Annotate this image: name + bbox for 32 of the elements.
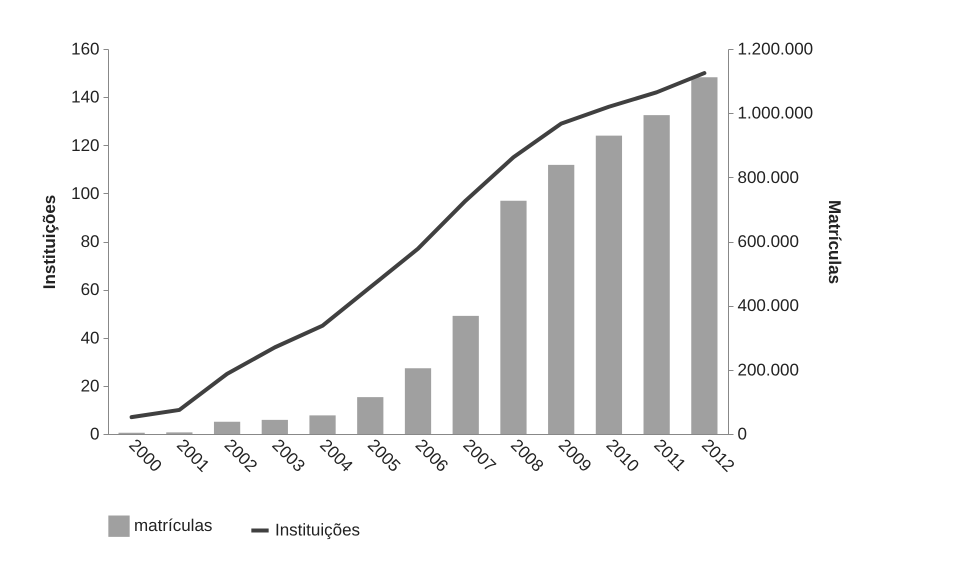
- bar: [548, 164, 574, 434]
- bar: [452, 316, 479, 434]
- y-tick-label: 100: [71, 184, 100, 203]
- y-tick-label: 80: [80, 232, 100, 251]
- y2-tick-label: 200.000: [738, 360, 799, 380]
- line-series: [130, 71, 706, 420]
- y-axis-title: Instituições: [40, 194, 60, 290]
- y2-tick-label: 400.000: [738, 296, 799, 316]
- bar: [214, 422, 240, 434]
- y-tick-label: 20: [80, 376, 100, 396]
- y-tick-label: 160: [71, 40, 100, 58]
- legend-label: Instituições: [275, 520, 360, 540]
- bar: [691, 77, 718, 434]
- bar: [644, 115, 670, 434]
- y2-tick-label: 1.000.000: [738, 104, 814, 123]
- bar: [500, 200, 527, 434]
- y2-tick-label: 1.200.000: [738, 40, 814, 58]
- y2-axis-title: Matrículas: [825, 200, 844, 284]
- legend-label: matrículas: [134, 516, 212, 536]
- bar: [404, 368, 432, 434]
- y2-tick-label: 0: [738, 424, 747, 444]
- y-tick-label: 0: [90, 424, 100, 444]
- bar: [596, 136, 622, 434]
- bar: [262, 420, 288, 434]
- y-tick-label: 140: [71, 88, 100, 107]
- y2-tick-label: 800.000: [738, 168, 799, 187]
- y-tick-label: 60: [80, 280, 100, 300]
- bar: [309, 415, 336, 434]
- y-tick-label: 120: [71, 136, 100, 155]
- y2-tick-label: 600.000: [738, 232, 799, 251]
- y-tick-label: 40: [80, 328, 100, 348]
- bar: [357, 397, 384, 434]
